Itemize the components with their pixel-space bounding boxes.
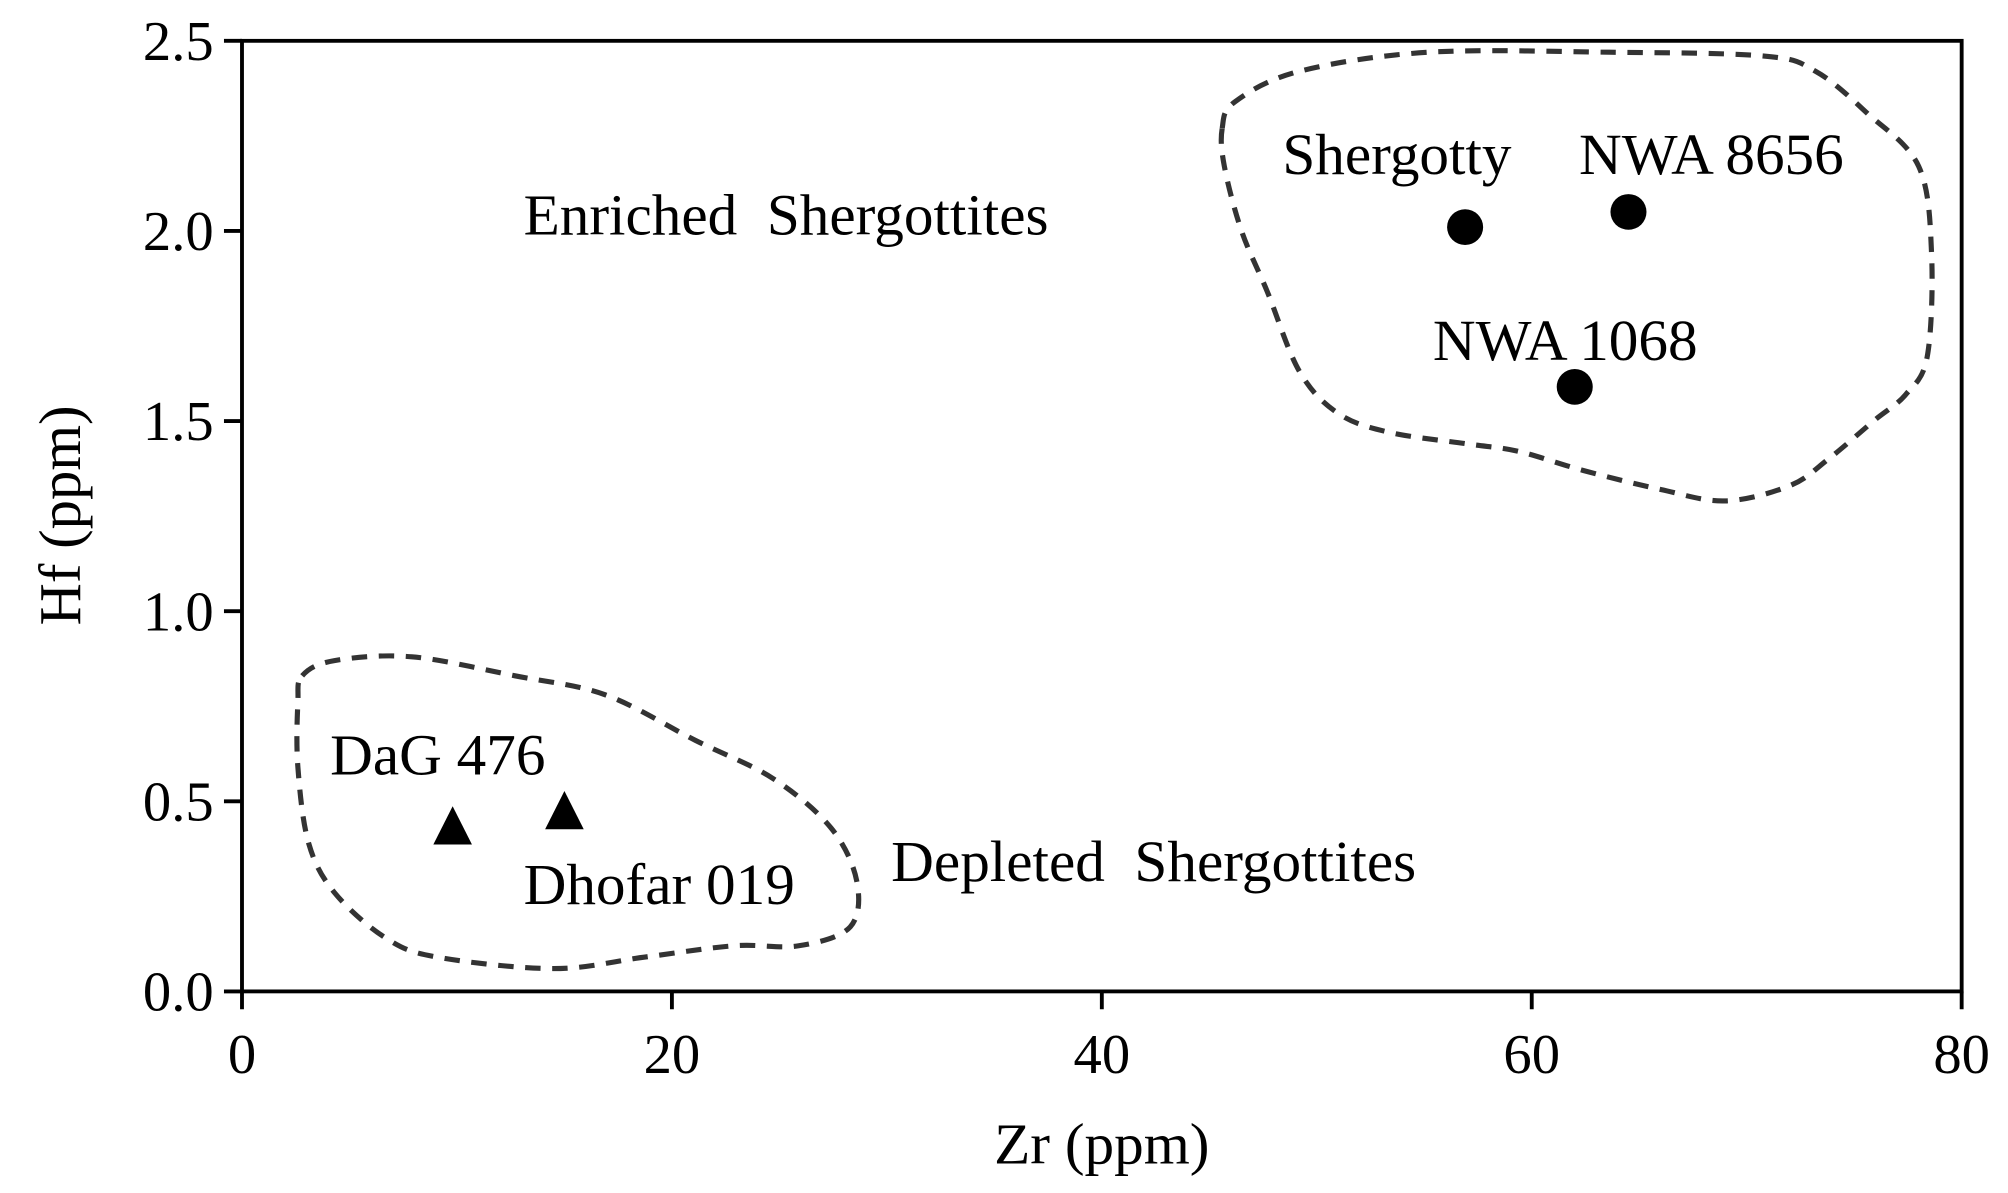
data-point-circle	[1556, 368, 1593, 405]
data-point-triangle	[545, 791, 584, 830]
region-label: Depleted Shergottites	[891, 828, 1416, 894]
y-tick-label: 0.5	[143, 772, 214, 834]
axis-ticks: 0 20 40 60 80 0.0 0.5 1.0 1.5 2.0 2.5	[143, 11, 1990, 1086]
x-tick-label: 60	[1503, 1024, 1560, 1086]
point-label: DaG 476	[330, 722, 545, 788]
x-axis-label: Zr (ppm)	[994, 1111, 1209, 1177]
point-label: Dhofar 019	[524, 851, 795, 917]
data-points: Shergotty NWA 8656 NWA 1068 DaG 476 Dhofar 0…	[330, 121, 1844, 917]
y-tick-label: 1.5	[143, 391, 214, 453]
x-tick-label: 20	[644, 1024, 701, 1086]
point-label: NWA 8656	[1579, 121, 1844, 187]
region-outlines: Enriched Shergottites Depleted Shergottit…	[294, 48, 1935, 972]
y-axis-label: Hf (ppm)	[27, 405, 93, 625]
x-tick-label: 80	[1933, 1024, 1990, 1086]
y-tick-label: 1.0	[143, 582, 214, 644]
region-outline	[1218, 48, 1935, 504]
data-point-triangle	[433, 806, 472, 845]
region-label: Enriched Shergottites	[524, 182, 1049, 248]
point-label: NWA 1068	[1433, 307, 1698, 373]
data-point-circle	[1610, 194, 1647, 230]
point-label: Shergotty	[1282, 121, 1512, 187]
x-tick-label: 40	[1074, 1024, 1131, 1086]
region-outline	[294, 653, 862, 972]
y-tick-label: 2.0	[143, 201, 214, 263]
y-tick-label: 2.5	[143, 11, 214, 73]
y-tick-label: 0.0	[143, 962, 214, 1024]
x-tick-label: 0	[228, 1024, 256, 1086]
data-point-circle	[1447, 209, 1484, 246]
